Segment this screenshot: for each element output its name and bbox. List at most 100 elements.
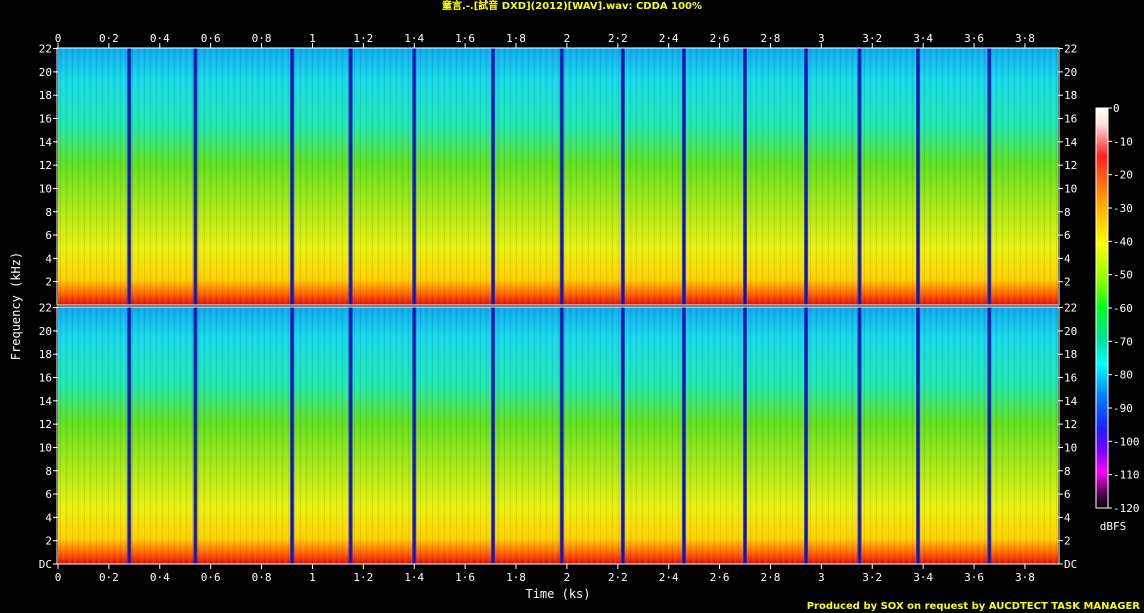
x-tick-label-bottom: 2·2 bbox=[608, 571, 628, 584]
colorbar-tick-label: 0 bbox=[1113, 102, 1120, 115]
y-tick-label-left: 20 bbox=[39, 325, 52, 338]
y-tick-label-left: 14 bbox=[39, 136, 53, 149]
x-tick-label-top: 2·6 bbox=[710, 32, 730, 45]
y-tick-label-left: 2 bbox=[45, 276, 52, 289]
track-gap-core bbox=[682, 48, 685, 305]
y-tick-label-left: 4 bbox=[45, 511, 52, 524]
y-tick-label-left: 22 bbox=[39, 43, 52, 56]
colorbar-tick-label: -70 bbox=[1113, 335, 1133, 348]
x-tick-label-top: 3·4 bbox=[913, 32, 933, 45]
track-gap-core bbox=[805, 48, 808, 305]
track-gap-core bbox=[128, 48, 131, 305]
track-gap-core bbox=[560, 48, 563, 305]
x-tick-label-top: 2·8 bbox=[761, 32, 781, 45]
track-gap-core bbox=[988, 307, 991, 564]
track-gap-core bbox=[744, 48, 747, 305]
colorbar-tick-label: -90 bbox=[1113, 402, 1133, 415]
y-axis-label: Frequency (kHz) bbox=[9, 252, 23, 360]
y-tick-label-left: 8 bbox=[45, 206, 52, 219]
track-gap-core bbox=[682, 307, 685, 564]
plot-frame bbox=[56, 306, 1060, 565]
colorbar-label: dBFS bbox=[1100, 520, 1127, 533]
x-tick-label-top: 3 bbox=[818, 32, 825, 45]
y-tick-label-right: 14 bbox=[1064, 395, 1078, 408]
x-tick-label-top: 1·6 bbox=[455, 32, 475, 45]
y-tick-label-left: 20 bbox=[39, 66, 52, 79]
footer-credit: Produced by SOX on request by AUCDTECT T… bbox=[807, 601, 1141, 612]
y-tick-label-right: 2 bbox=[1064, 276, 1071, 289]
track-gap-core bbox=[194, 48, 197, 305]
x-tick-label-bottom: 0·6 bbox=[201, 571, 221, 584]
x-tick-label-bottom: 0·4 bbox=[150, 571, 170, 584]
track-gap-core bbox=[291, 307, 294, 564]
y-tick-label-right: 10 bbox=[1064, 441, 1077, 454]
colorbar-tick-label: -120 bbox=[1113, 502, 1140, 515]
y-tick-label-left: 18 bbox=[39, 89, 52, 102]
x-tick-label-bottom: 1·8 bbox=[506, 571, 526, 584]
y-tick-label-left: DC bbox=[39, 558, 52, 571]
x-tick-label-top: 0·2 bbox=[99, 32, 119, 45]
y-tick-label-right: 20 bbox=[1064, 325, 1077, 338]
track-gap-core bbox=[621, 307, 624, 564]
y-tick-label-right: 4 bbox=[1064, 252, 1071, 265]
y-tick-label-left: 8 bbox=[45, 465, 52, 478]
y-tick-label-left: 18 bbox=[39, 348, 52, 361]
y-tick-label-left: 6 bbox=[45, 488, 52, 501]
x-tick-label-bottom: 0·8 bbox=[252, 571, 272, 584]
track-gap-core bbox=[492, 307, 495, 564]
x-tick-label-bottom: 1·6 bbox=[455, 571, 475, 584]
x-tick-label-top: 1 bbox=[309, 32, 316, 45]
colorbar-tick-label: -40 bbox=[1113, 235, 1133, 248]
x-tick-label-bottom: 0 bbox=[55, 571, 62, 584]
y-tick-label-right: 16 bbox=[1064, 372, 1077, 385]
y-tick-label-left: 22 bbox=[39, 302, 52, 315]
track-gap-core bbox=[917, 307, 920, 564]
y-tick-label-left: 10 bbox=[39, 182, 52, 195]
x-tick-label-top: 2 bbox=[564, 32, 571, 45]
track-gap-core bbox=[194, 307, 197, 564]
colorbar-tick-label: -110 bbox=[1113, 469, 1140, 482]
track-gap-core bbox=[291, 48, 294, 305]
y-tick-label-right: 14 bbox=[1064, 136, 1078, 149]
track-gap-core bbox=[349, 48, 352, 305]
x-tick-label-bottom: 3·2 bbox=[862, 571, 882, 584]
colorbar bbox=[1095, 107, 1109, 509]
x-tick-label-top: 3·8 bbox=[1015, 32, 1035, 45]
colorbar-tick-label: -100 bbox=[1113, 435, 1140, 448]
plot-frame bbox=[56, 47, 1060, 306]
x-tick-label-bottom: 1 bbox=[309, 571, 316, 584]
y-tick-label-left: 16 bbox=[39, 113, 52, 126]
track-gap-core bbox=[744, 307, 747, 564]
y-tick-label-right: 4 bbox=[1064, 511, 1071, 524]
colorbar-tick-label: -60 bbox=[1113, 302, 1133, 315]
colorbar-tick-label: -30 bbox=[1113, 202, 1133, 215]
x-tick-label-top: 3·6 bbox=[964, 32, 984, 45]
y-tick-label-right: 10 bbox=[1064, 182, 1077, 195]
x-tick-label-top: 3·2 bbox=[862, 32, 882, 45]
x-tick-label-top: 0 bbox=[55, 32, 62, 45]
y-tick-label-right: 22 bbox=[1064, 302, 1077, 315]
x-tick-label-top: 1·8 bbox=[506, 32, 526, 45]
y-tick-label-right: 8 bbox=[1064, 465, 1071, 478]
x-tick-label-top: 0·4 bbox=[150, 32, 170, 45]
x-tick-label-top: 0·6 bbox=[201, 32, 221, 45]
x-tick-label-bottom: 2·6 bbox=[710, 571, 730, 584]
y-tick-label-right: 12 bbox=[1064, 159, 1077, 172]
x-tick-label-bottom: 1·2 bbox=[353, 571, 373, 584]
y-tick-label-right: 6 bbox=[1064, 488, 1071, 501]
y-tick-label-right: 2 bbox=[1064, 535, 1071, 548]
x-tick-label-bottom: 2 bbox=[564, 571, 571, 584]
y-tick-label-left: 4 bbox=[45, 252, 52, 265]
x-tick-label-top: 1·4 bbox=[404, 32, 424, 45]
track-gap-core bbox=[621, 48, 624, 305]
x-tick-label-bottom: 2·8 bbox=[761, 571, 781, 584]
track-gap-core bbox=[858, 307, 861, 564]
x-tick-label-bottom: 3·4 bbox=[913, 571, 933, 584]
track-gap-core bbox=[988, 48, 991, 305]
x-tick-label-top: 0·8 bbox=[252, 32, 272, 45]
y-tick-label-left: 2 bbox=[45, 535, 52, 548]
y-tick-label-left: 6 bbox=[45, 229, 52, 242]
x-tick-label-top: 2·4 bbox=[659, 32, 679, 45]
track-gap-core bbox=[805, 307, 808, 564]
